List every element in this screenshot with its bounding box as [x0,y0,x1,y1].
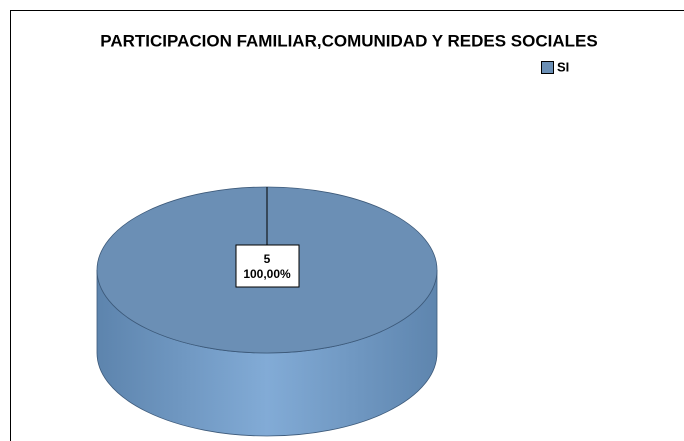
legend-label: SI [557,59,569,74]
legend: SI [541,59,569,74]
data-label: 100,00% [243,267,291,281]
legend-swatch [541,61,554,74]
data-label: 5 [264,252,271,266]
data-label-box [235,244,300,288]
chart-title: PARTICIPACION FAMILIAR,COMUNIDAD Y REDES… [100,31,597,50]
